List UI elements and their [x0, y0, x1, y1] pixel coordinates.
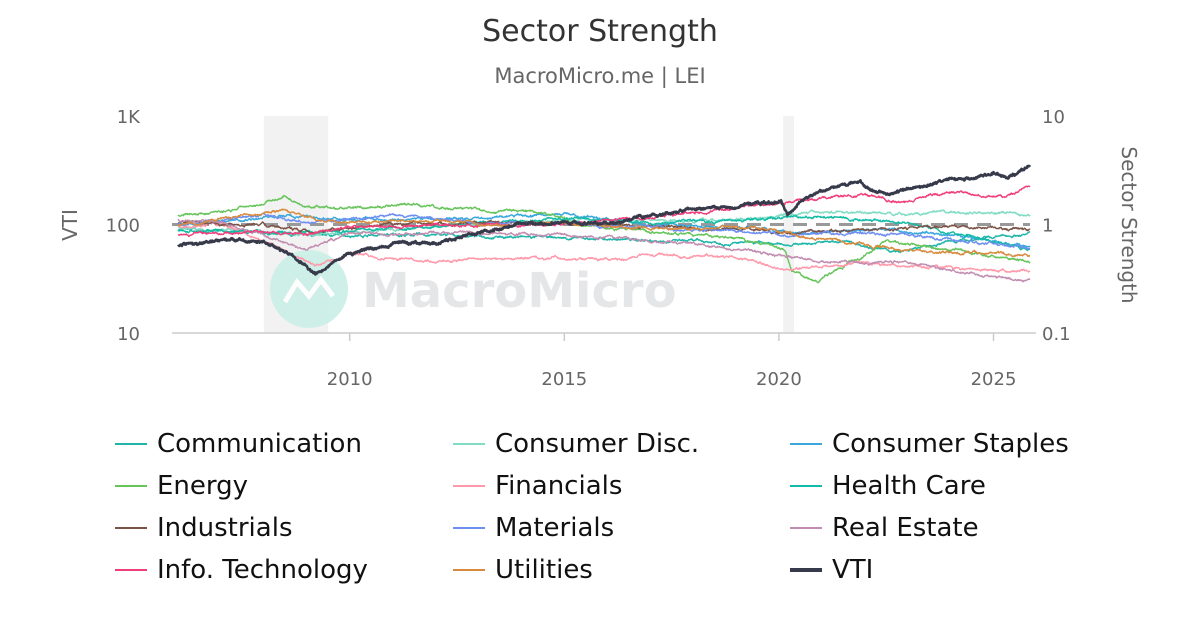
legend-swatch [790, 568, 822, 572]
legend-label: Industrials [157, 513, 293, 543]
legend-item[interactable]: Real Estate [790, 511, 979, 545]
legend-swatch [790, 443, 822, 445]
left-y-tick-label: 10 [117, 324, 140, 345]
x-tick-label: 2010 [327, 369, 373, 390]
legend-label: Real Estate [832, 513, 979, 543]
legend-label: Consumer Disc. [495, 429, 700, 459]
watermark-text: MacroMicro [362, 263, 677, 319]
legend-swatch [790, 485, 822, 487]
legend-label: Info. Technology [157, 555, 368, 585]
series-line-real-estate [177, 218, 1031, 283]
left-y-tick-label: 1K [117, 107, 141, 128]
legend-swatch [115, 485, 147, 487]
watermark-logo-mark [282, 275, 335, 304]
left-axis-label: VTI [58, 209, 82, 241]
legend-item[interactable]: Materials [453, 511, 614, 545]
right-y-tick-label: 10 [1042, 107, 1065, 128]
chart-subtitle: MacroMicro.me | LEI [494, 64, 706, 88]
legend-item[interactable]: Industrials [115, 511, 292, 545]
recession-band [783, 116, 794, 333]
legend-swatch [453, 443, 485, 445]
right-y-tick-label: 1 [1042, 216, 1053, 237]
legend-label: Communication [157, 429, 362, 459]
series-line-vti [177, 164, 1032, 276]
legend-item[interactable]: Consumer Staples [790, 427, 1069, 461]
legend-label: Utilities [495, 555, 593, 585]
legend-swatch [453, 569, 485, 571]
watermark: MacroMicro [270, 250, 677, 328]
chart-plot: MacroMicro 2010 2015 2020 2025 10 100 1K 0.1 1 1… [58, 107, 1141, 390]
legend-item[interactable]: Info. Technology [115, 553, 368, 587]
right-y-tick-label: 0.1 [1042, 324, 1071, 345]
x-tick-label: 2020 [756, 369, 802, 390]
legend-swatch [790, 527, 822, 529]
x-tick-label: 2015 [541, 369, 587, 390]
legend-item[interactable]: VTI [790, 553, 873, 587]
legend-label: Financials [495, 471, 623, 501]
watermark-logo-icon [270, 250, 348, 328]
legend-label: Consumer Staples [832, 429, 1069, 459]
left-y-tick-label: 100 [106, 216, 140, 237]
legend-label: Materials [495, 513, 615, 543]
series-line-financials [177, 222, 1031, 273]
series-line-info-technology [177, 185, 1031, 238]
chart-title: Sector Strength [482, 14, 718, 49]
right-axis-label: Sector Strength [1117, 146, 1141, 303]
legend-label: Health Care [832, 471, 986, 501]
legend-swatch [115, 443, 147, 445]
x-tick-label: 2025 [971, 369, 1017, 390]
legend-item[interactable]: Utilities [453, 553, 593, 587]
legend-label: Energy [157, 471, 249, 501]
legend-swatch [453, 527, 485, 529]
legend-label: VTI [832, 555, 874, 585]
legend-swatch [115, 527, 147, 529]
legend-item[interactable]: Financials [453, 469, 622, 503]
legend-swatch [115, 569, 147, 571]
legend-item[interactable]: Energy [115, 469, 248, 503]
legend-item[interactable]: Consumer Disc. [453, 427, 699, 461]
legend-swatch [453, 485, 485, 487]
legend-item[interactable]: Communication [115, 427, 362, 461]
legend-item[interactable]: Health Care [790, 469, 986, 503]
series-line-utilities [177, 208, 1031, 258]
